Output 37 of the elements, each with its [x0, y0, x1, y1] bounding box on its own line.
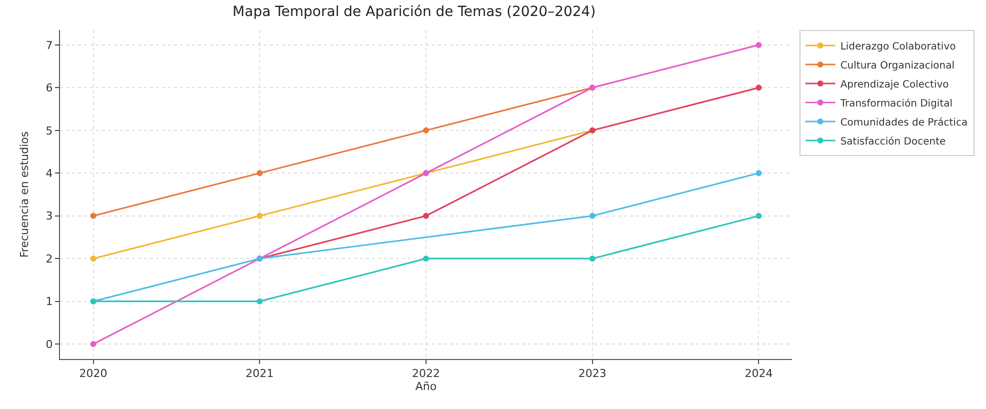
y-tick-label: 1 [46, 295, 53, 308]
point [256, 212, 263, 219]
chart-title: Mapa Temporal de Aparición de Temas (2020–2024) [232, 4, 596, 20]
point [756, 170, 762, 176]
legend-label: Liderazgo Colaborativo [840, 41, 956, 52]
legend-label: Aprendizaje Colectivo [840, 79, 949, 90]
legend-label: Cultura Organizacional [840, 60, 955, 72]
point [756, 84, 762, 91]
y-tick-label: 3 [46, 210, 53, 223]
point [589, 212, 596, 219]
y-axis-title: Frecuencia en estudios [18, 131, 31, 258]
x-tick-label: 2021 [246, 367, 274, 380]
point [589, 256, 596, 262]
y-tick-label: 0 [46, 338, 53, 351]
x-tick-label: 2024 [744, 367, 773, 380]
y-tick-label: 7 [46, 38, 53, 52]
legend-label: Comunidades de Práctica [840, 117, 968, 128]
point [756, 212, 762, 219]
point [423, 256, 429, 262]
x-axis-title: Año [415, 380, 437, 394]
point [423, 212, 429, 219]
y-tick-label: 6 [46, 82, 53, 95]
y-tick-label: 5 [46, 124, 53, 138]
point [90, 212, 96, 219]
x-tick-label: 2020 [79, 367, 108, 380]
x-tick-label: 2023 [578, 367, 606, 380]
point [756, 42, 762, 48]
point [256, 298, 263, 304]
y-tick-label: 2 [46, 252, 53, 266]
y-tick-label: 4 [46, 166, 53, 180]
x-tick-label: 2022 [412, 367, 440, 380]
point [90, 341, 96, 348]
legend-label: Satisfacción Docente [840, 136, 946, 148]
point [423, 127, 429, 134]
point [256, 170, 263, 176]
legend-label: Transformación Digital [839, 98, 953, 110]
point [90, 256, 96, 262]
